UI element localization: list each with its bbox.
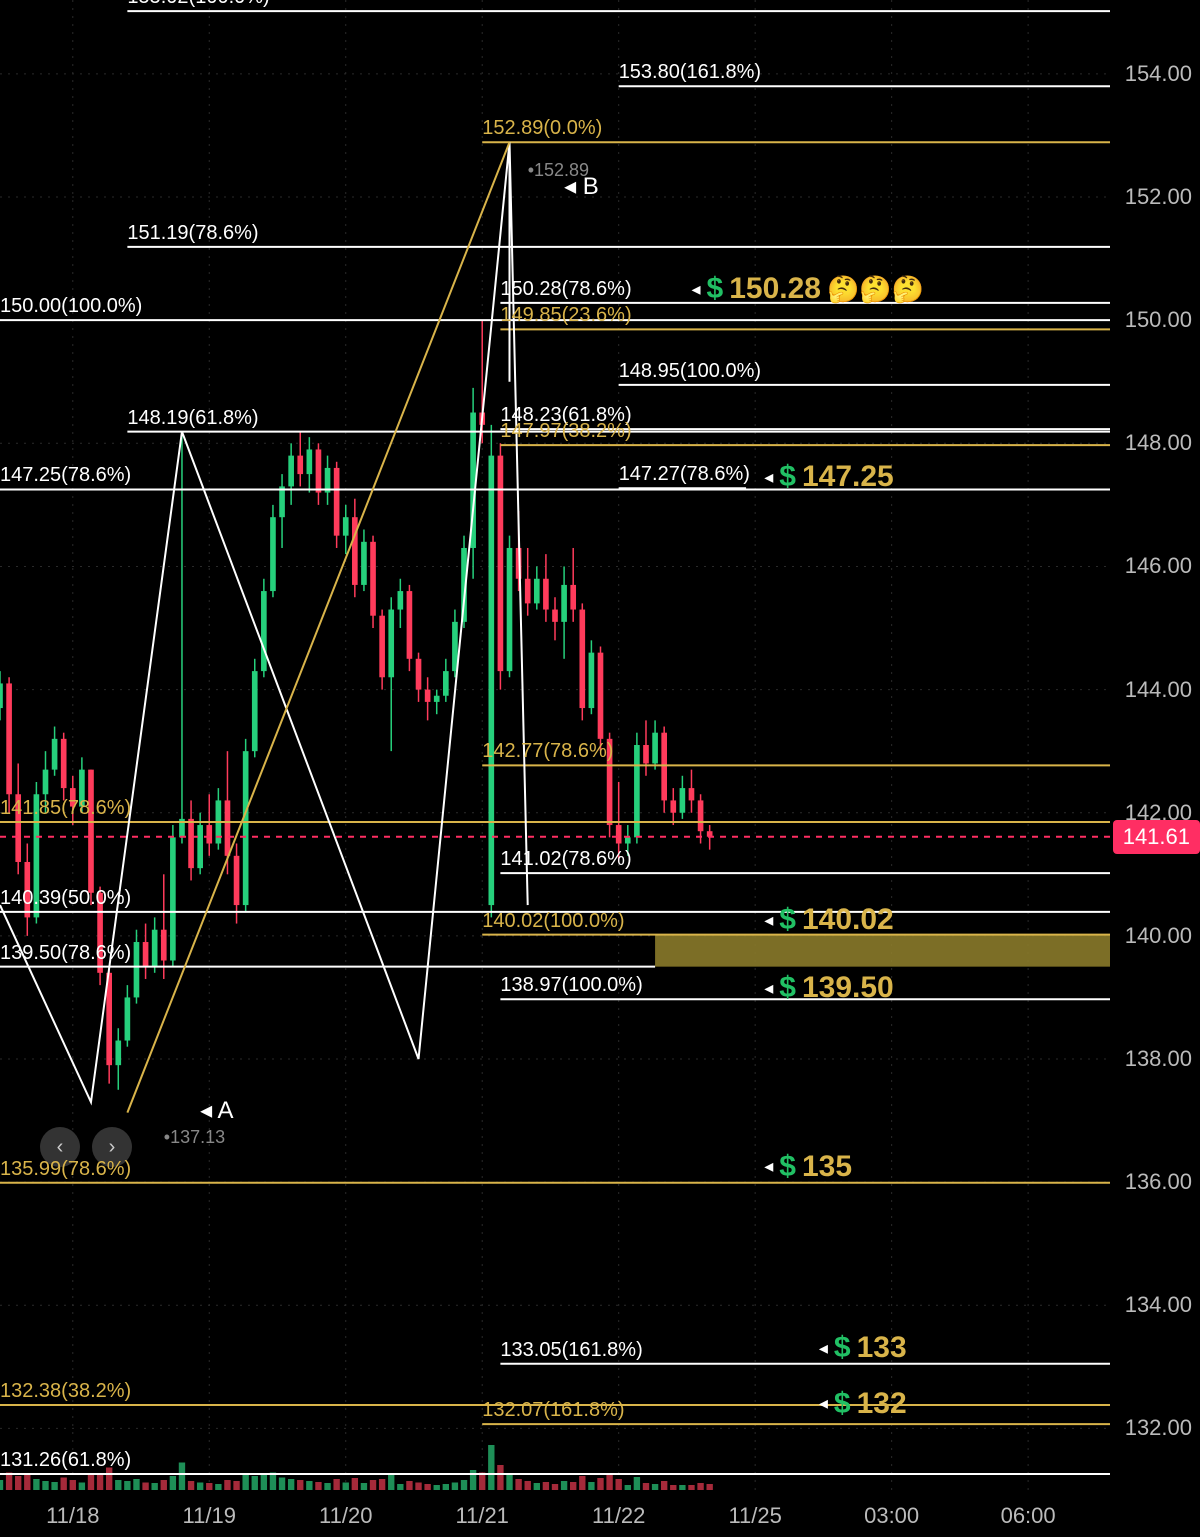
fib-level-label: 147.27(78.6%) xyxy=(619,463,750,488)
price-callout: ◂$133 xyxy=(819,1331,907,1365)
fib-level-label: 147.97(38.2%) xyxy=(500,420,631,445)
fib-level-label: 142.77(78.6%) xyxy=(482,740,613,765)
y-axis-tick: 144.00 xyxy=(1125,677,1192,703)
price-callout: ◂$150.28🤔🤔🤔 xyxy=(691,272,924,306)
chart-container[interactable]: 141.61 ‹ › 154.00152.00150.00148.00146.0… xyxy=(0,0,1200,1537)
y-axis-tick: 152.00 xyxy=(1125,184,1192,210)
fib-level-label: 147.25(78.6%) xyxy=(0,464,131,489)
x-axis-tick: 11/20 xyxy=(319,1503,372,1529)
fib-level-label: 155.02(100.0%) xyxy=(127,0,269,11)
fib-level-label: 153.80(161.8%) xyxy=(619,61,761,86)
fib-level-label: 132.38(38.2%) xyxy=(0,1380,131,1405)
price-callout: ◂$132 xyxy=(819,1387,907,1421)
price-callout: ◂$139.50 xyxy=(764,971,894,1005)
y-axis-tick: 150.00 xyxy=(1125,307,1192,333)
y-axis-tick: 154.00 xyxy=(1125,61,1192,87)
y-axis-tick: 148.00 xyxy=(1125,430,1192,456)
y-axis-tick: 136.00 xyxy=(1125,1169,1192,1195)
pivot-price-label: •152.89 xyxy=(528,160,589,181)
x-axis-tick: 11/21 xyxy=(455,1503,508,1529)
fib-level-label: 133.05(161.8%) xyxy=(500,1339,642,1364)
fib-level-label: 140.02(100.0%) xyxy=(482,910,624,935)
x-axis-tick: 11/25 xyxy=(728,1503,781,1529)
y-axis-tick: 140.00 xyxy=(1125,923,1192,949)
y-axis-tick: 134.00 xyxy=(1125,1292,1192,1318)
fib-level-label: 148.95(100.0%) xyxy=(619,360,761,385)
fib-level-label: 150.28(78.6%) xyxy=(500,278,631,303)
x-axis-tick: 11/18 xyxy=(46,1503,99,1529)
x-axis-tick: 06:00 xyxy=(1001,1503,1056,1529)
fib-level-label: 152.89(0.0%) xyxy=(482,117,602,142)
y-axis-tick: 138.00 xyxy=(1125,1046,1192,1072)
y-axis-tick: 132.00 xyxy=(1125,1415,1192,1441)
x-axis-tick: 03:00 xyxy=(864,1503,919,1529)
fib-level-label: 135.99(78.6%) xyxy=(0,1158,131,1183)
fib-level-label: 138.97(100.0%) xyxy=(500,974,642,999)
fib-level-label: 150.00(100.0%) xyxy=(0,295,142,320)
fib-level-label: 132.07(161.8%) xyxy=(482,1399,624,1424)
fib-level-label: 140.39(50.0%) xyxy=(0,887,131,912)
pivot-price-label: •137.13 xyxy=(164,1127,225,1148)
price-callout: ◂$147.25 xyxy=(764,460,894,494)
fib-level-label: 149.85(23.6%) xyxy=(500,304,631,329)
x-axis-tick: 11/22 xyxy=(592,1503,645,1529)
fib-level-label: 151.19(78.6%) xyxy=(127,222,258,247)
fib-level-label: 148.19(61.8%) xyxy=(127,407,258,432)
fib-level-label: 131.26(61.8%) xyxy=(0,1449,131,1474)
y-axis-tick: 146.00 xyxy=(1125,553,1192,579)
price-callout: ◂$140.02 xyxy=(764,903,894,937)
wave-marker: ◂ A xyxy=(200,1096,233,1125)
y-axis-tick: 142.00 xyxy=(1125,800,1192,826)
fib-level-label: 141.85(78.6%) xyxy=(0,797,131,822)
fib-level-label: 139.50(78.6%) xyxy=(0,942,131,967)
price-callout: ◂$135 xyxy=(764,1150,852,1184)
x-axis-tick: 11/19 xyxy=(183,1503,236,1529)
fib-level-label: 141.02(78.6%) xyxy=(500,848,631,873)
